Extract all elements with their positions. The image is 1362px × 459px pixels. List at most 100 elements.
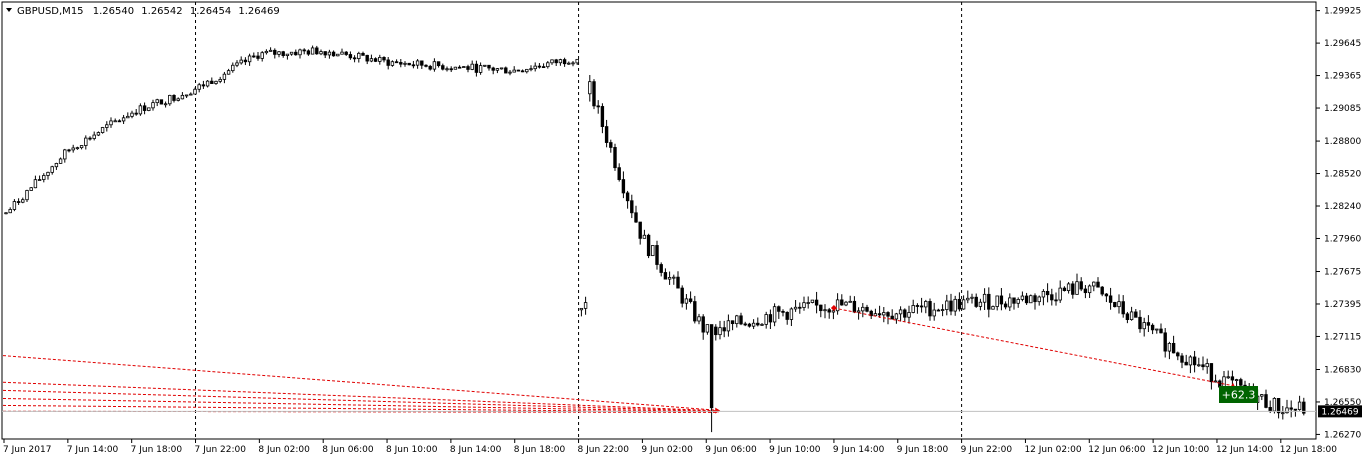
candle	[428, 64, 432, 71]
candle	[882, 307, 886, 323]
candle	[1041, 289, 1046, 306]
y-tick-label-6: 1.28240	[1324, 202, 1361, 212]
candle	[1108, 287, 1113, 310]
candle	[915, 303, 920, 314]
current-price-value: 1.26469	[1321, 407, 1358, 417]
candle	[268, 47, 273, 52]
x-tick-label-7: 8 Jun 14:00	[450, 445, 502, 455]
candle	[84, 135, 88, 150]
candle	[697, 313, 701, 325]
candle	[966, 290, 970, 304]
candle	[1142, 317, 1146, 337]
chart-header: GBPUSD,M15 1.26540 1.26542 1.26454 1.264…	[6, 6, 280, 17]
symbol-title: GBPUSD,M15	[17, 6, 84, 17]
candle	[919, 297, 924, 313]
candle	[667, 271, 672, 285]
candle	[777, 305, 781, 319]
x-tick-label-8: 8 Jun 18:00	[514, 445, 566, 455]
candle	[1083, 285, 1088, 299]
candle	[1150, 323, 1155, 335]
candle	[474, 60, 479, 77]
candle	[743, 321, 747, 327]
candle	[546, 60, 550, 69]
history-line-1	[2, 381, 719, 412]
candle	[525, 68, 529, 74]
candle	[1213, 374, 1218, 383]
candle	[877, 305, 882, 318]
y-tick-label-0: 1.29925	[1324, 7, 1361, 17]
candle	[886, 311, 890, 325]
candle	[1129, 306, 1134, 321]
candle	[457, 65, 462, 69]
candle	[327, 49, 332, 59]
candle	[764, 311, 768, 329]
candle	[8, 207, 12, 214]
x-tick-label-10: 9 Jun 02:00	[641, 445, 693, 455]
candle	[785, 311, 789, 325]
candle	[1104, 293, 1109, 303]
candle	[1092, 281, 1096, 292]
candle	[1075, 273, 1079, 295]
candle	[168, 94, 172, 106]
candle	[1180, 353, 1184, 369]
candle	[693, 295, 697, 324]
y-tick-label-7: 1.27960	[1324, 234, 1361, 244]
price-axis: 1.29925 1.29645 1.29365 1.29085 1.28800 1.285…	[1316, 7, 1361, 440]
candle	[1138, 310, 1142, 333]
x-tick-label-12: 9 Jun 10:00	[769, 445, 821, 455]
candle	[747, 322, 752, 328]
candle	[71, 144, 75, 153]
candle	[294, 49, 298, 56]
candle	[399, 59, 403, 68]
candle	[1167, 341, 1172, 360]
candle	[638, 221, 642, 245]
candle	[1188, 355, 1193, 374]
candle	[949, 293, 953, 316]
candle	[735, 314, 739, 328]
ohlc-low: 1.26454	[190, 6, 231, 17]
candle	[541, 63, 546, 69]
x-tick-label-6: 8 Jun 10:00	[386, 445, 438, 455]
candle	[684, 294, 689, 310]
candle	[54, 162, 59, 170]
candle	[529, 65, 533, 72]
candle	[1276, 398, 1281, 419]
current-price-tag: 1.26469	[1318, 405, 1362, 418]
candle	[1184, 354, 1188, 366]
candle	[407, 62, 411, 66]
candle	[235, 60, 239, 68]
x-tick-label-9: 8 Jun 22:00	[578, 445, 630, 455]
candle	[4, 212, 8, 215]
candle	[1176, 351, 1180, 361]
candle	[1054, 292, 1058, 306]
candle	[856, 307, 861, 320]
candle	[579, 307, 584, 317]
candle	[894, 312, 899, 324]
candle	[436, 61, 441, 68]
candle	[63, 148, 67, 163]
chevron-down-icon[interactable]	[6, 8, 12, 12]
candle	[264, 49, 269, 55]
candle	[600, 103, 605, 134]
candle	[1117, 294, 1121, 314]
candle	[798, 302, 802, 314]
candle	[945, 294, 949, 316]
candle	[298, 48, 302, 59]
candle	[424, 64, 428, 68]
candle	[1113, 301, 1117, 308]
candle	[1209, 363, 1214, 390]
candle	[323, 51, 327, 59]
candle	[663, 268, 668, 280]
candle	[512, 66, 516, 73]
candle	[1033, 293, 1037, 310]
candle	[819, 304, 823, 318]
candle	[344, 50, 348, 56]
candle	[1264, 389, 1268, 409]
candle	[928, 298, 932, 321]
candle	[1302, 397, 1306, 416]
candle	[516, 69, 521, 72]
candle	[487, 64, 491, 71]
candle	[92, 131, 96, 141]
period-separators	[195, 2, 963, 439]
